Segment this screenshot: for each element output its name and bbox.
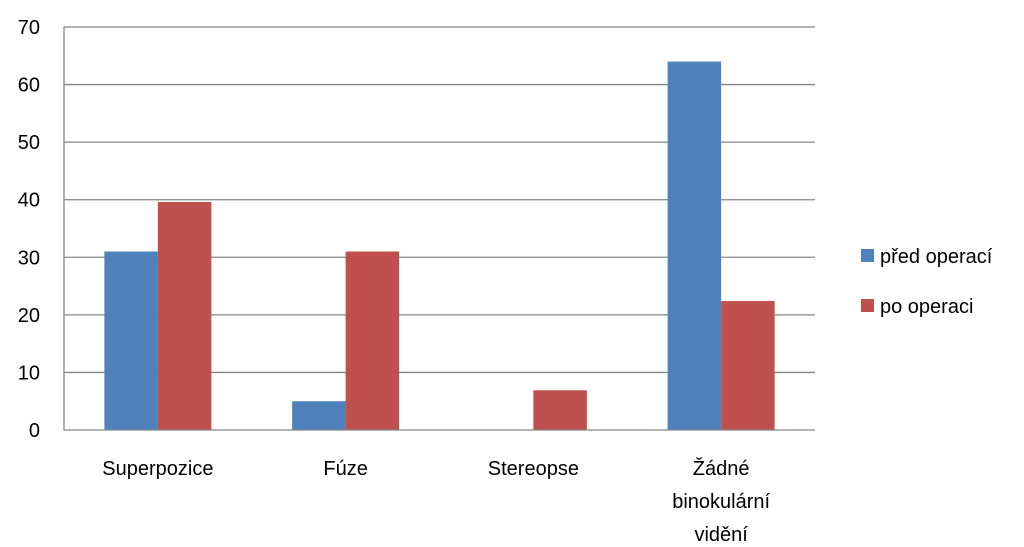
bar-after xyxy=(345,251,400,430)
axes xyxy=(63,27,815,431)
y-tick-label: 40 xyxy=(18,190,40,212)
category-labels: Superpozice Fúze Stereopse Žádné binokulární… xyxy=(102,457,770,546)
category-label: Fúze xyxy=(323,458,367,480)
category-label: binokulární xyxy=(672,491,770,513)
y-tick-label: 70 xyxy=(18,17,40,39)
bar-before xyxy=(667,61,722,431)
category-label: Stereopse xyxy=(488,458,579,480)
y-tick-label: 60 xyxy=(18,75,40,97)
bar-after xyxy=(533,390,587,430)
bars xyxy=(104,61,775,431)
bar-before xyxy=(292,401,346,430)
legend-label: před operací xyxy=(880,246,993,268)
y-tick-label: 10 xyxy=(18,362,40,384)
legend-swatch xyxy=(861,299,874,312)
legend-label: po operaci xyxy=(880,296,973,318)
y-tick-label: 0 xyxy=(29,420,40,442)
y-tick-label: 30 xyxy=(18,247,40,269)
y-tick-labels: 0 10 20 30 40 50 60 70 xyxy=(18,17,40,442)
bar-after xyxy=(157,202,212,430)
legend-swatch xyxy=(861,249,874,262)
category-label: vidění xyxy=(694,524,748,542)
legend: před operací po operaci xyxy=(861,246,993,318)
bar-after xyxy=(721,301,775,430)
y-tick-label: 20 xyxy=(18,305,40,327)
bar-before xyxy=(104,251,158,430)
category-label: Superpozice xyxy=(102,458,213,480)
y-tick-label: 50 xyxy=(18,132,40,154)
category-label: Žádné xyxy=(693,457,750,480)
